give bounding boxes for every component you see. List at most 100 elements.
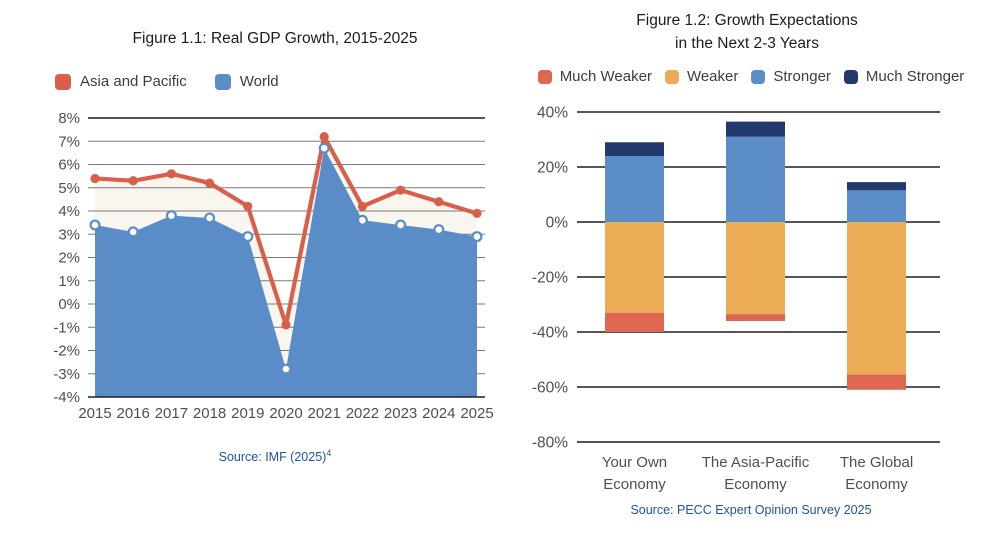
- y-tick-label: -60%: [532, 380, 568, 397]
- asia-pacific-point: [166, 169, 176, 179]
- figure-1-1-chart: 8% 7% 6% 5% 4% 3% 2% 1% 0% -1% -2% -3% -4%2015 2016 20…: [53, 110, 493, 422]
- world-point: [395, 219, 407, 231]
- legend-swatch-icon: [537, 69, 552, 84]
- figure-1-2-title-line1: Figure 1.2: Growth Expectations: [636, 12, 858, 29]
- x-tick-label: 2025: [460, 405, 493, 422]
- y-tick-label: 5%: [58, 180, 80, 197]
- legend-swatch-icon: [664, 69, 679, 84]
- asia-pacific-point: [396, 185, 406, 195]
- world-point: [318, 142, 330, 154]
- figure-1-1-source-text: Source: IMF (2025): [218, 450, 327, 465]
- world-point: [89, 219, 101, 231]
- x-tick-label: 2019: [231, 405, 264, 422]
- legend-swatch-icon: [214, 73, 231, 90]
- x-tick-label: 2024: [422, 405, 455, 422]
- legend-swatch-icon: [751, 69, 766, 84]
- y-tick-label: -40%: [532, 325, 568, 342]
- x-tick-label: 2021: [308, 405, 341, 422]
- y-tick-label: 8%: [58, 110, 80, 127]
- y-tick-label: -1%: [53, 319, 80, 336]
- bar-segment: [726, 222, 785, 315]
- figure-1-1: Figure 1.1: Real GDP Growth, 2015-2025 A…: [40, 30, 512, 464]
- y-tick-label: -2%: [53, 343, 80, 360]
- x-tick-label: 2015: [78, 405, 111, 422]
- legend-item: World: [214, 73, 279, 90]
- legend-item: Much Stronger: [843, 68, 965, 85]
- legend-label: Much Stronger: [865, 68, 965, 85]
- legend-label: Stronger: [773, 68, 831, 85]
- asia-pacific-point: [319, 132, 329, 142]
- y-tick-label: 0%: [58, 296, 80, 313]
- x-tick-label: 2023: [384, 405, 417, 422]
- world-point: [127, 226, 139, 238]
- bar-segment: [726, 314, 785, 321]
- y-tick-label: -20%: [532, 270, 568, 287]
- bar-segment: [847, 374, 906, 390]
- figure-1-2-legend: Much Weaker Weaker Stronger Much Stronger: [520, 68, 982, 85]
- legend-item: Much Weaker: [537, 68, 652, 85]
- asia-pacific-point: [472, 208, 482, 218]
- x-category-label: Your Own Economy: [602, 454, 667, 493]
- bar-segment: [726, 136, 785, 222]
- asia-pacific-point: [357, 201, 367, 211]
- y-tick-label: -3%: [53, 366, 80, 383]
- figure-1-1-legend: Asia and Pacific World: [55, 73, 512, 90]
- x-category-label: The Asia-Pacific Economy: [702, 454, 810, 493]
- y-tick-label: 0%: [546, 215, 569, 232]
- world-point: [165, 210, 177, 222]
- legend-label: Weaker: [686, 68, 739, 85]
- legend-label: Much Weaker: [559, 68, 652, 85]
- legend-swatch-icon: [55, 73, 71, 90]
- x-tick-label: 2017: [155, 405, 188, 422]
- figure-1-2-title-line2: in the Next 2-3 Years: [675, 35, 819, 52]
- x-tick-label: 2022: [346, 405, 379, 422]
- x-category-label: The Global Economy: [840, 454, 913, 493]
- bar-segment: [605, 156, 664, 222]
- asia-pacific-point: [243, 201, 253, 211]
- bar-segment: [726, 121, 785, 137]
- legend-label: World: [239, 73, 279, 90]
- x-tick-label: 2016: [117, 405, 150, 422]
- asia-pacific-point: [90, 173, 100, 184]
- legend-item: Weaker: [664, 68, 739, 85]
- asia-pacific-point: [205, 178, 215, 188]
- asia-pacific-point: [434, 197, 444, 207]
- bar-segment: [605, 312, 664, 332]
- y-tick-label: 3%: [58, 226, 80, 243]
- world-point: [204, 212, 216, 224]
- world-area-fill: [95, 148, 477, 397]
- y-tick-label: 7%: [58, 133, 80, 150]
- x-tick-label: 2020: [269, 405, 302, 422]
- figure-1-2: Figure 1.2: Growth Expectations in the N…: [512, 0, 982, 550]
- asia-pacific-point: [281, 320, 291, 330]
- world-point: [356, 214, 368, 226]
- bar-segment: [847, 222, 906, 375]
- figure-1-1-source: Source: IMF (2025)4: [40, 448, 510, 464]
- bar-segment: [847, 190, 906, 222]
- y-tick-label: 1%: [58, 273, 80, 290]
- x-tick-label: 2018: [193, 405, 226, 422]
- legend-label: Asia and Pacific: [80, 73, 187, 90]
- figure-1-1-title: Figure 1.1: Real GDP Growth, 2015-2025: [132, 30, 418, 47]
- figure-1-1-source-footnote: 4: [326, 448, 332, 458]
- y-tick-label: -4%: [53, 389, 80, 406]
- y-tick-label: 4%: [58, 203, 80, 220]
- legend-item: Stronger: [751, 68, 831, 85]
- world-point: [471, 231, 483, 243]
- bar-segment: [605, 142, 664, 156]
- asia-pacific-point: [128, 176, 138, 186]
- world-point: [242, 231, 254, 243]
- legend-item: Asia and Pacific: [55, 73, 187, 90]
- bar-segment: [605, 222, 664, 313]
- world-point: [280, 363, 292, 375]
- y-tick-label: 20%: [537, 160, 568, 177]
- y-tick-label: 40%: [537, 105, 568, 122]
- world-point: [433, 224, 445, 236]
- figure-1-2-chart: 40% 20% 0% -20% -40% -60% -80% Your Own Economy T…: [532, 105, 940, 493]
- bar-segment: [847, 182, 906, 191]
- y-tick-label: 6%: [58, 157, 80, 174]
- y-tick-label: -80%: [532, 435, 568, 452]
- figure-1-2-title: Figure 1.2: Growth Expectations in the N…: [512, 9, 982, 55]
- legend-swatch-icon: [843, 69, 858, 84]
